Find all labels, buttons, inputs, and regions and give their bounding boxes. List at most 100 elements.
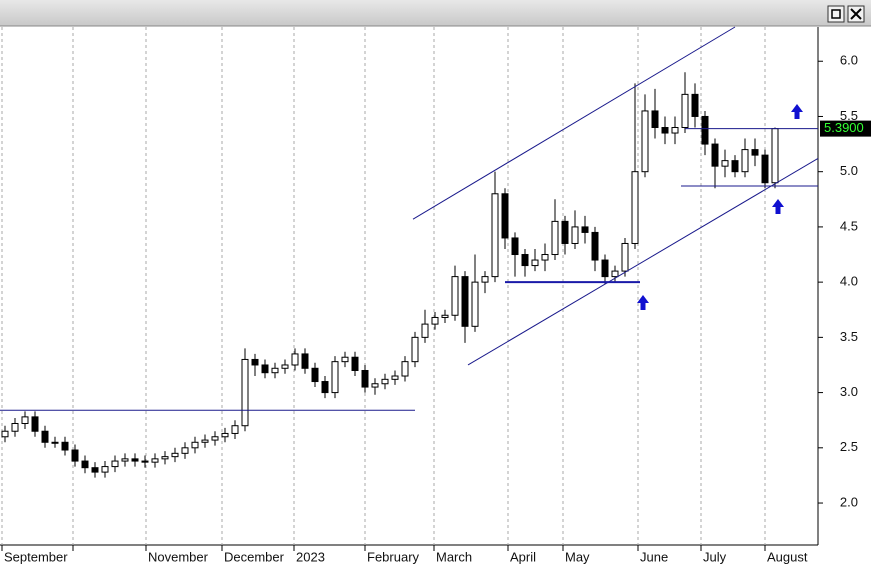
candle-body (421, 323, 429, 338)
candle-body (441, 314, 449, 318)
candle-body (561, 220, 569, 244)
y-tick-label: 4.5 (840, 218, 858, 233)
last-price-box (820, 120, 871, 137)
candle-body (371, 383, 379, 388)
y-tick-label: 3.0 (840, 384, 858, 399)
y-tick-label: 2.5 (840, 439, 858, 454)
candle-body (61, 441, 69, 451)
candle-body (571, 226, 579, 244)
candle-body (11, 423, 19, 432)
candle-body (541, 254, 549, 261)
candle-body (51, 441, 59, 444)
y-tick-label: 5.0 (840, 163, 858, 178)
candle-body (291, 353, 299, 366)
candle-body (581, 226, 589, 233)
candle-body (91, 467, 99, 473)
candle-body (211, 436, 219, 441)
candle-body (631, 171, 639, 244)
candle-body (1, 430, 9, 438)
x-tick-label: April (510, 549, 536, 564)
candle-body (131, 458, 139, 462)
candle-body (251, 358, 259, 366)
candle-body (121, 458, 129, 462)
candle-body (671, 127, 679, 134)
candle-body (81, 460, 89, 469)
candle-body (721, 160, 729, 167)
candle-body (701, 115, 709, 145)
candle-body (71, 449, 79, 462)
y-tick-label: 5.5 (840, 108, 858, 123)
candle-body (391, 375, 399, 380)
candle-body (151, 458, 159, 463)
candle-body (531, 259, 539, 267)
candle-body (591, 231, 599, 261)
candle-body (401, 361, 409, 377)
trend-line (412, 26, 736, 220)
candle-body (161, 456, 169, 460)
candle-body (461, 276, 469, 327)
candle-body (451, 276, 459, 316)
candle-body (731, 160, 739, 173)
candle-body (171, 452, 179, 458)
candle-body (281, 364, 289, 369)
x-tick-label: May (565, 549, 590, 564)
candle-body (31, 416, 39, 432)
candle-body (691, 93, 699, 117)
candle-body (661, 127, 669, 134)
candle-body (341, 356, 349, 363)
candle-body (641, 110, 649, 173)
candle-body (771, 128, 779, 184)
candle-body (41, 430, 49, 443)
trend-line (467, 158, 818, 366)
candle-body (241, 358, 249, 427)
candle-body (481, 276, 489, 283)
x-tick-label: December (224, 549, 285, 564)
candle-body (191, 441, 199, 449)
title-bar (0, 0, 871, 26)
candle-body (101, 466, 109, 473)
candle-body (311, 367, 319, 383)
candle-body (651, 110, 659, 129)
y-tick-label: 2.0 (840, 494, 858, 509)
candle-body (381, 378, 389, 385)
candle-body (491, 193, 499, 278)
candle-body (751, 149, 759, 156)
candle-body (221, 432, 229, 438)
x-tick-label: 2023 (296, 549, 325, 564)
candle-body (331, 361, 339, 394)
y-tick-label: 6.0 (840, 53, 858, 68)
x-tick-label: June (640, 549, 668, 564)
candle-body (681, 93, 689, 129)
close-button[interactable] (847, 5, 865, 23)
x-tick-label: July (703, 549, 727, 564)
x-tick-label: August (767, 549, 808, 564)
candle-body (471, 281, 479, 327)
arrow-markers (637, 104, 803, 310)
candle-body (231, 425, 239, 434)
candle-body (741, 149, 749, 173)
candle-body (711, 143, 719, 167)
candle-body (141, 460, 149, 463)
candle-body (271, 367, 279, 374)
x-tick-label: February (367, 549, 420, 564)
y-tick-label: 4.0 (840, 274, 858, 289)
candle-body (111, 460, 119, 468)
candle-body (361, 369, 369, 388)
x-tick-label: September (4, 549, 68, 564)
candle-body (321, 381, 329, 394)
candle-body (621, 242, 629, 272)
y-tick-label: 3.5 (840, 329, 858, 344)
candle-body (511, 237, 519, 256)
last-price-label: 5.3900 (824, 120, 864, 135)
maximize-button[interactable] (827, 5, 845, 23)
x-tick-label: March (436, 549, 472, 564)
candle-body (351, 356, 359, 371)
candle-body (181, 447, 189, 454)
candle-body (551, 220, 559, 256)
x-tick-label: November (148, 549, 209, 564)
candle-body (431, 316, 439, 325)
candle-body (261, 364, 269, 374)
candle-body (521, 254, 529, 267)
